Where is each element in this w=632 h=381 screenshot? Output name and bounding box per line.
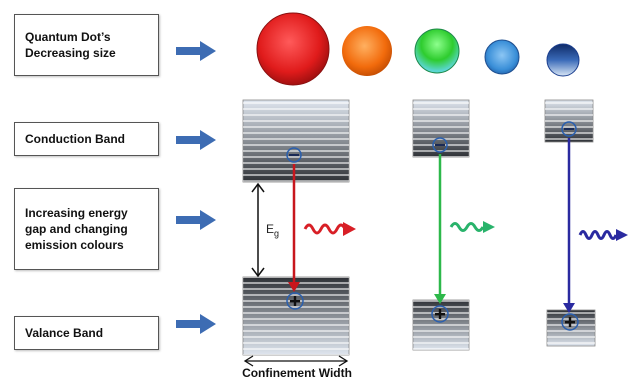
band-gap-arrow xyxy=(251,182,265,278)
conduction-band-medium xyxy=(412,99,470,158)
band-gap-symbol: E xyxy=(266,222,275,236)
transition-arrow-red xyxy=(288,164,300,292)
emission-wave-green xyxy=(449,221,495,233)
label-size-line2: Decreasing size xyxy=(25,46,116,60)
transition-arrow-blue xyxy=(563,138,575,313)
quantum-dot-red xyxy=(256,12,330,86)
quantum-dot-green xyxy=(414,28,460,74)
label-energy-gap: Increasing energy gap and changing emiss… xyxy=(14,188,159,270)
label-valance-band: Valance Band xyxy=(14,316,159,350)
electron-minus-icon xyxy=(432,137,448,153)
transition-arrow-green xyxy=(434,154,446,304)
valance-band-large xyxy=(242,276,350,356)
label-arrow-conduction xyxy=(176,130,216,150)
hole-plus-icon xyxy=(431,305,449,323)
quantum-dot-blue xyxy=(484,39,520,75)
quantum-dot-orange xyxy=(342,26,392,76)
quantum-dot-navy xyxy=(546,43,580,77)
confinement-width-arrow xyxy=(243,355,349,367)
label-size-line1: Quantum Dot’s xyxy=(25,30,111,44)
valance-band-small xyxy=(546,309,596,347)
label-gap-line1: Increasing energy xyxy=(25,206,128,220)
label-gap-line2: gap and changing xyxy=(25,222,128,236)
label-conduction-band: Conduction Band xyxy=(14,122,159,156)
label-arrow-valance xyxy=(176,314,216,334)
hole-plus-icon xyxy=(286,292,304,310)
band-gap-subscript: g xyxy=(274,228,280,239)
label-gap-line3: emission colours xyxy=(25,238,124,252)
hole-plus-icon xyxy=(561,313,579,331)
label-quantum-dot-size: Quantum Dot’s Decreasing size xyxy=(14,14,159,76)
label-valance-text: Valance Band xyxy=(25,326,104,340)
label-conduction-text: Conduction Band xyxy=(25,132,125,146)
conduction-band-large xyxy=(242,99,350,183)
emission-wave-blue xyxy=(578,229,628,241)
electron-minus-icon xyxy=(561,121,577,137)
conduction-band-small xyxy=(544,99,594,143)
electron-minus-icon xyxy=(286,147,302,163)
confinement-width-label: Confinement Width xyxy=(242,366,352,380)
emission-wave-red xyxy=(303,222,356,236)
band-gap-label: Eg xyxy=(266,222,279,238)
valance-band-medium xyxy=(412,299,470,351)
label-arrow-size xyxy=(176,41,216,61)
label-arrow-gap xyxy=(176,210,216,230)
